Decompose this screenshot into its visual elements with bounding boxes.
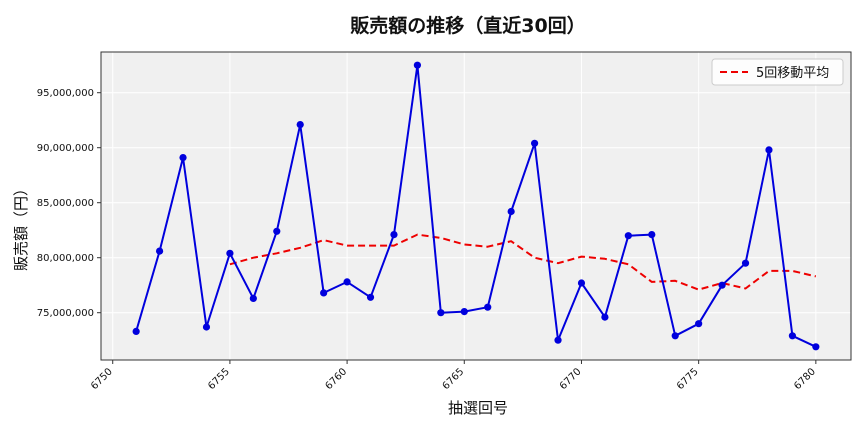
y-axis-label: 販売額（円） — [12, 181, 30, 271]
plot-frame — [100, 51, 852, 361]
x-tick-label: 6750 — [89, 366, 115, 392]
grid-lines — [101, 52, 851, 360]
sales-data-point — [460, 308, 468, 316]
sales-data-point — [413, 61, 422, 69]
sales-data-point — [273, 227, 281, 235]
sales-data-point — [812, 343, 820, 351]
x-tick-label: 6760 — [323, 366, 349, 392]
legend: 5回移動平均 — [711, 58, 844, 86]
chart-title: 販売額の推移（直近30回） — [350, 14, 585, 37]
sales-data-point — [320, 289, 328, 297]
x-tick-label: 6780 — [792, 366, 818, 392]
sales-data-point — [155, 247, 164, 255]
sales-data-point — [695, 320, 703, 328]
sales-data-point — [132, 327, 140, 335]
sales-data-point — [788, 332, 797, 340]
sales-data-point — [554, 336, 562, 344]
sales-data-point — [648, 231, 656, 239]
sales-data-point — [765, 146, 773, 154]
sales-data-point — [718, 281, 726, 289]
sales-series-line — [135, 64, 817, 348]
sales-data-point — [437, 309, 445, 317]
sales-data-point — [671, 332, 679, 340]
sales-data-point — [296, 121, 304, 129]
x-tick-label: 6755 — [206, 366, 232, 392]
sales-data-point — [366, 293, 375, 301]
y-tick-label: 85,000,000 — [37, 198, 94, 209]
y-tick-label: 75,000,000 — [37, 308, 94, 319]
plot-area — [101, 52, 851, 360]
sales-data-point — [226, 249, 234, 257]
sales-data-point — [530, 139, 539, 147]
sales-data-point — [624, 232, 632, 240]
x-tick-label: 6765 — [441, 366, 467, 392]
sales-data-point — [741, 259, 750, 267]
y-tick-label: 95,000,000 — [37, 88, 94, 99]
y-tick-label: 80,000,000 — [37, 253, 94, 264]
legend-moving-average-label: 5回移動平均 — [756, 66, 829, 81]
x-axis-label: 抽選回号 — [448, 399, 508, 417]
legend-box — [711, 58, 844, 86]
sales-data-point — [343, 278, 351, 286]
moving-average-line — [229, 233, 817, 291]
sales-data-point — [507, 207, 515, 216]
sales-data-point — [484, 303, 492, 311]
y-tick-label: 90,000,000 — [37, 143, 94, 154]
sales-data-point — [577, 279, 586, 287]
x-tick-label: 6770 — [558, 366, 584, 392]
x-tick-label: 6775 — [675, 366, 701, 392]
sales-data-point — [390, 231, 398, 239]
sales-data-point — [249, 294, 257, 302]
sales-data-point — [601, 313, 609, 321]
series-layer — [132, 61, 820, 351]
sales-data-point — [179, 154, 187, 162]
sales-data-point — [202, 323, 211, 331]
